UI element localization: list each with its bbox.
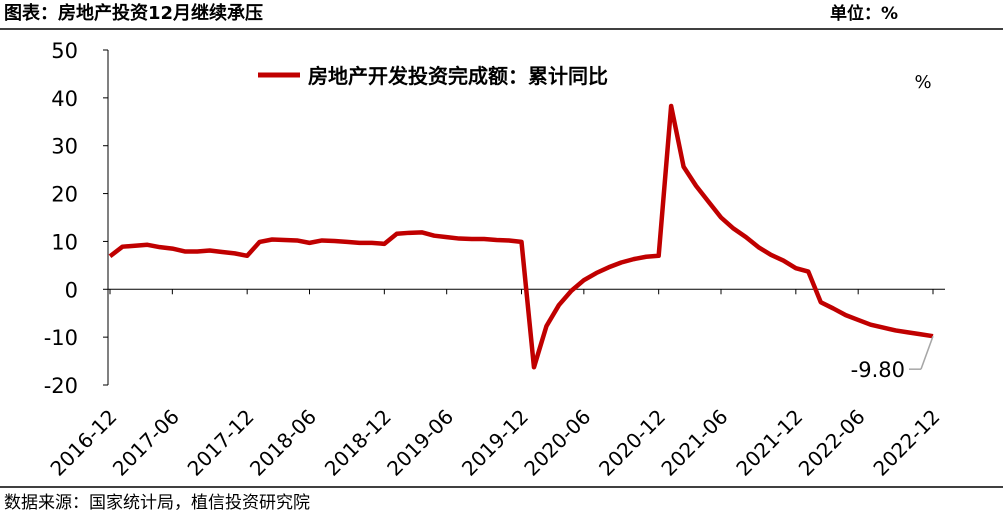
legend-label: 房地产开发投资完成额：累计同比 bbox=[308, 64, 608, 88]
y-tick-label: 30 bbox=[51, 135, 78, 159]
x-tick-label: 2018-12 bbox=[320, 405, 396, 481]
x-tick-label: 2022-12 bbox=[868, 405, 944, 481]
y-tick-label: 50 bbox=[51, 39, 78, 63]
x-tick-label: 2020-12 bbox=[594, 405, 670, 481]
series-line bbox=[108, 103, 934, 370]
y-tick-label: 0 bbox=[65, 278, 78, 302]
y-tick-label: -20 bbox=[44, 374, 78, 398]
y-tick-label: 10 bbox=[51, 230, 78, 254]
x-tick-label: 2019-06 bbox=[382, 405, 458, 481]
data-label: -9.80 bbox=[851, 358, 905, 382]
y-tick-label: 20 bbox=[51, 183, 78, 207]
label-leader bbox=[920, 335, 934, 370]
x-tick-label: 2018-06 bbox=[245, 405, 321, 481]
x-tick-label: 2020-06 bbox=[519, 405, 595, 481]
annotation: % bbox=[914, 72, 931, 93]
x-tick-label: 2019-12 bbox=[457, 405, 533, 481]
x-tick-label: 2017-12 bbox=[183, 405, 259, 481]
x-tick-label: 2022-06 bbox=[794, 405, 870, 481]
header-title: 图表：房地产投资12月继续承压 bbox=[4, 2, 263, 24]
y-tick-label: 40 bbox=[51, 87, 78, 111]
x-tick-label: 2017-06 bbox=[108, 405, 184, 481]
x-tick-label: 2021-06 bbox=[656, 405, 732, 481]
footer-source: 数据来源：国家统计局，植信投资研究院 bbox=[4, 493, 310, 513]
y-tick-label: -10 bbox=[44, 326, 78, 350]
x-tick-label: 2016-12 bbox=[45, 405, 121, 481]
header-unit: 单位：% bbox=[830, 3, 898, 24]
x-tick-label: 2021-12 bbox=[731, 405, 807, 481]
